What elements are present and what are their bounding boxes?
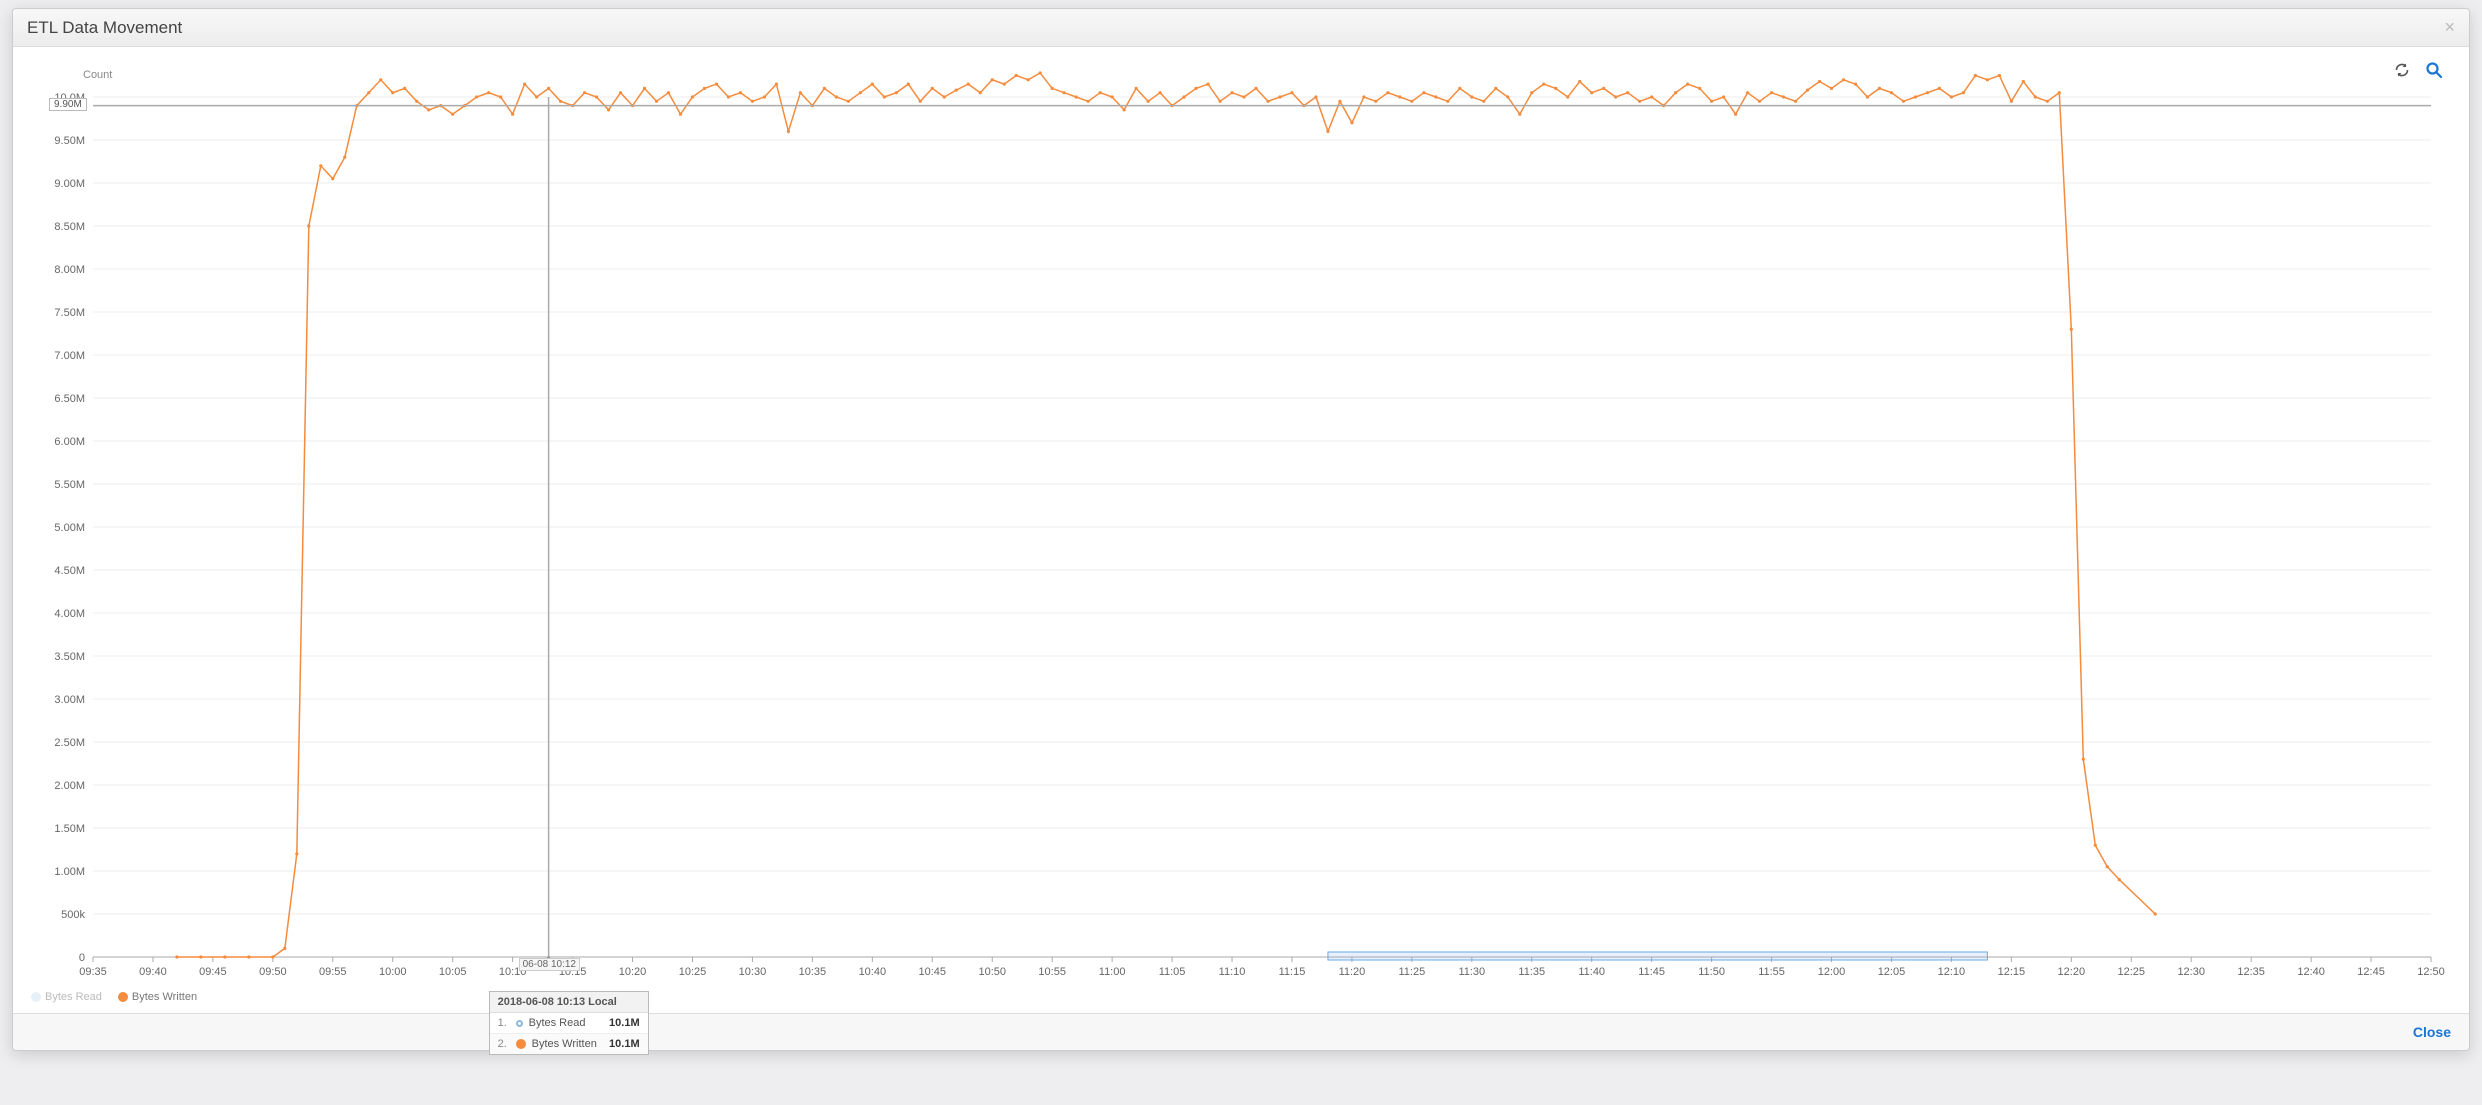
svg-text:4.50M: 4.50M [54, 565, 85, 577]
close-icon[interactable]: × [2444, 17, 2455, 38]
svg-text:0: 0 [79, 952, 85, 964]
svg-text:12:30: 12:30 [2177, 966, 2205, 978]
svg-text:6.00M: 6.00M [54, 436, 85, 448]
svg-text:10:30: 10:30 [739, 966, 767, 978]
svg-text:5.50M: 5.50M [54, 479, 85, 491]
svg-text:11:35: 11:35 [1518, 966, 1545, 978]
close-button[interactable]: Close [2413, 1024, 2451, 1040]
svg-text:10:05: 10:05 [439, 966, 467, 978]
tooltip-row: 2. Bytes Written 10.1M [490, 1034, 648, 1054]
chart-tooltip: 2018-06-08 10:13 Local 1. Bytes Read 10.1M… [489, 991, 649, 1055]
legend-item[interactable]: Bytes Read [31, 991, 102, 1003]
chart-modal: ETL Data Movement × Count 0500k1.00M1.50… [12, 8, 2470, 1051]
svg-text:9.50M: 9.50M [54, 135, 85, 147]
svg-text:10:50: 10:50 [978, 966, 1006, 978]
svg-text:10:55: 10:55 [1038, 966, 1066, 978]
tooltip-row-index: 2. [498, 1038, 510, 1050]
svg-text:11:00: 11:00 [1099, 966, 1126, 978]
svg-text:12:10: 12:10 [1938, 966, 1966, 978]
svg-text:8.50M: 8.50M [54, 221, 85, 233]
svg-text:5.00M: 5.00M [54, 522, 85, 534]
tooltip-row: 1. Bytes Read 10.1M [490, 1013, 648, 1034]
svg-text:3.00M: 3.00M [54, 694, 85, 706]
modal-title: ETL Data Movement [27, 18, 2444, 38]
svg-text:11:15: 11:15 [1279, 966, 1306, 978]
legend-item[interactable]: Bytes Written [118, 991, 197, 1003]
svg-text:12:15: 12:15 [1998, 966, 2026, 978]
svg-text:12:20: 12:20 [2058, 966, 2086, 978]
svg-text:7.00M: 7.00M [54, 350, 85, 362]
svg-text:10:40: 10:40 [859, 966, 887, 978]
tooltip-row-label: Bytes Read [529, 1017, 603, 1029]
series-color-dot [516, 1039, 526, 1049]
svg-text:10:45: 10:45 [919, 966, 947, 978]
svg-text:10:35: 10:35 [799, 966, 827, 978]
tooltip-row-index: 1. [498, 1017, 510, 1029]
svg-text:500k: 500k [61, 909, 85, 921]
svg-text:12:00: 12:00 [1818, 966, 1846, 978]
hover-x-date-label: 06-08 10:12 [519, 958, 580, 971]
svg-text:8.00M: 8.00M [54, 264, 85, 276]
svg-text:1.50M: 1.50M [54, 823, 85, 835]
svg-text:1.00M: 1.00M [54, 866, 85, 878]
svg-text:10:20: 10:20 [619, 966, 647, 978]
svg-text:9.00M: 9.00M [54, 178, 85, 190]
tooltip-row-value: 10.1M [609, 1038, 640, 1050]
svg-text:09:50: 09:50 [259, 966, 287, 978]
svg-text:2.00M: 2.00M [54, 780, 85, 792]
svg-text:6.50M: 6.50M [54, 393, 85, 405]
svg-text:10:00: 10:00 [379, 966, 407, 978]
legend-swatch [118, 992, 128, 1002]
svg-text:11:40: 11:40 [1578, 966, 1605, 978]
svg-text:7.50M: 7.50M [54, 307, 85, 319]
svg-text:09:35: 09:35 [79, 966, 107, 978]
svg-text:10:25: 10:25 [679, 966, 707, 978]
svg-text:12:05: 12:05 [1878, 966, 1906, 978]
svg-text:11:45: 11:45 [1638, 966, 1665, 978]
chart-area[interactable]: 0 500k 1.00M 1.50M 2.00M 2.50M 3.00M 3.50M 4.00M… [31, 67, 2451, 987]
svg-text:12:50: 12:50 [2417, 966, 2445, 978]
svg-text:11:30: 11:30 [1458, 966, 1485, 978]
svg-text:09:55: 09:55 [319, 966, 347, 978]
tooltip-title: 2018-06-08 10:13 Local [490, 992, 648, 1013]
tooltip-row-value: 10.1M [609, 1017, 640, 1029]
svg-text:11:25: 11:25 [1399, 966, 1426, 978]
chart-legend: Bytes Read Bytes Written [31, 991, 2451, 1003]
svg-text:4.00M: 4.00M [54, 608, 85, 620]
svg-text:12:40: 12:40 [2297, 966, 2325, 978]
modal-body: Count 0500k1.00M1.50M2.00M2.50M3.00M3.50… [13, 47, 2469, 1013]
line-chart-svg: 0 500k 1.00M 1.50M 2.00M 2.50M 3.00M 3.50M 4.00M… [31, 67, 2451, 987]
svg-text:11:05: 11:05 [1159, 966, 1186, 978]
svg-text:3.50M: 3.50M [54, 651, 85, 663]
svg-text:12:25: 12:25 [2117, 966, 2145, 978]
tooltip-row-label: Bytes Written [532, 1038, 603, 1050]
modal-header: ETL Data Movement × [13, 9, 2469, 47]
hover-y-value-label: 9.90M [49, 98, 87, 111]
svg-text:11:20: 11:20 [1339, 966, 1366, 978]
svg-text:11:50: 11:50 [1698, 966, 1725, 978]
series-color-dot [516, 1020, 523, 1027]
svg-text:2.50M: 2.50M [54, 737, 85, 749]
svg-text:11:10: 11:10 [1219, 966, 1246, 978]
svg-text:09:45: 09:45 [199, 966, 227, 978]
legend-swatch [31, 992, 41, 1002]
svg-text:11:55: 11:55 [1758, 966, 1785, 978]
svg-text:12:35: 12:35 [2237, 966, 2265, 978]
svg-text:12:45: 12:45 [2357, 966, 2385, 978]
modal-footer: Close [13, 1013, 2469, 1050]
svg-text:09:40: 09:40 [139, 966, 167, 978]
legend-label: Bytes Written [132, 991, 197, 1003]
legend-label: Bytes Read [45, 991, 102, 1003]
